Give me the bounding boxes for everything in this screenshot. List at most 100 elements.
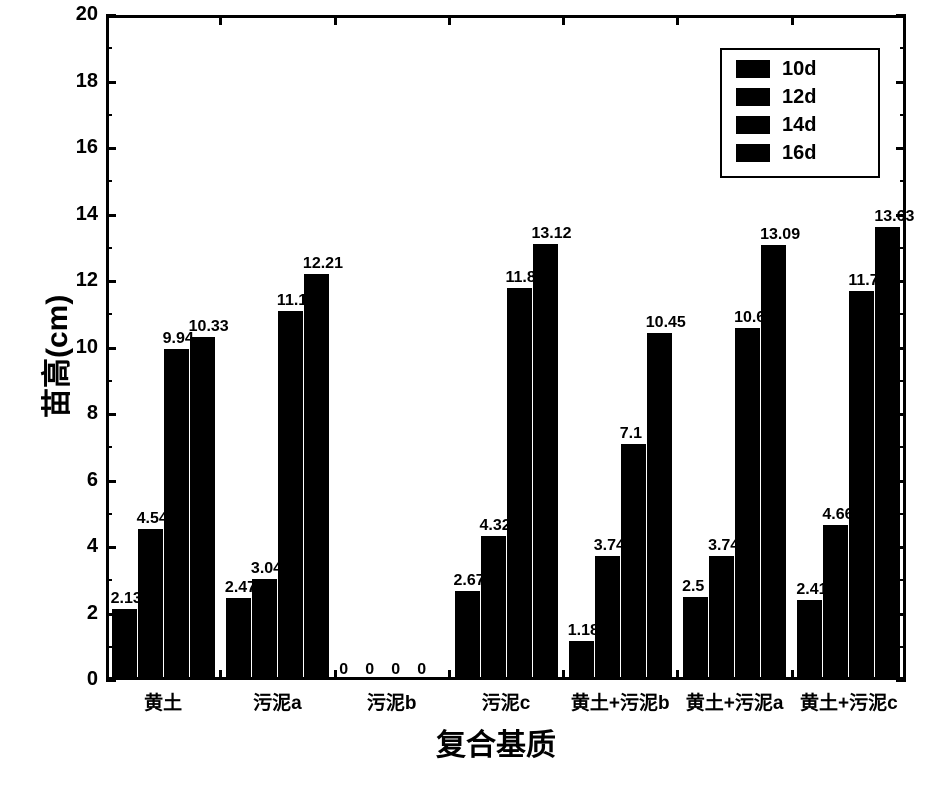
y-major-tick xyxy=(896,147,906,150)
bar xyxy=(112,609,137,680)
bar xyxy=(595,556,620,680)
value-label: 2.47 xyxy=(225,579,256,597)
y-major-tick xyxy=(896,14,906,17)
y-minor-tick xyxy=(900,180,906,182)
x-divider-tick xyxy=(676,15,679,25)
y-tick-label: 14 xyxy=(76,203,98,226)
bar xyxy=(190,337,215,680)
y-major-tick xyxy=(106,347,116,350)
value-label: 4.54 xyxy=(137,510,168,528)
legend-swatch xyxy=(736,88,770,106)
x-divider-tick xyxy=(334,670,337,680)
bar xyxy=(647,333,672,680)
bar xyxy=(621,444,646,680)
x-divider-tick xyxy=(562,15,565,25)
y-tick-label: 18 xyxy=(76,70,98,93)
bar xyxy=(226,598,251,680)
y-minor-tick xyxy=(106,380,112,382)
bar xyxy=(278,311,303,680)
y-minor-tick xyxy=(106,446,112,448)
y-tick-label: 10 xyxy=(76,336,98,359)
y-tick-label: 16 xyxy=(76,136,98,159)
y-minor-tick xyxy=(106,47,112,49)
y-minor-tick xyxy=(106,180,112,182)
x-divider-tick xyxy=(448,15,451,25)
value-label: 4.66 xyxy=(822,506,853,524)
y-tick-label: 4 xyxy=(87,535,98,558)
x-divider-tick xyxy=(219,15,222,25)
y-tick-label: 0 xyxy=(87,668,98,691)
bar xyxy=(849,291,874,680)
y-major-tick xyxy=(106,480,116,483)
bar xyxy=(797,600,822,680)
y-major-tick xyxy=(106,546,116,549)
bar xyxy=(823,525,848,680)
y-axis-title: 苗高(cm) xyxy=(32,294,76,417)
legend: 10d 12d 14d 16d xyxy=(720,48,880,178)
y-minor-tick xyxy=(900,313,906,315)
legend-swatch xyxy=(736,116,770,134)
x-category-label: 污泥c xyxy=(449,688,563,715)
bar xyxy=(304,274,329,680)
y-tick-label: 2 xyxy=(87,602,98,625)
bar xyxy=(735,328,760,680)
x-category-label: 污泥b xyxy=(335,688,449,715)
y-tick-label: 20 xyxy=(76,3,98,26)
value-label: 11.8 xyxy=(506,269,536,287)
value-label: 10.6 xyxy=(734,309,765,327)
value-label: 2.41 xyxy=(796,581,827,599)
x-category-label: 黄土 xyxy=(106,688,220,715)
legend-swatch xyxy=(736,60,770,78)
legend-label: 12d xyxy=(782,86,816,109)
y-major-tick xyxy=(106,147,116,150)
y-minor-tick xyxy=(900,247,906,249)
x-divider-tick xyxy=(219,670,222,680)
y-minor-tick xyxy=(900,579,906,581)
y-major-tick xyxy=(106,81,116,84)
x-divider-tick xyxy=(791,15,794,25)
y-minor-tick xyxy=(900,513,906,515)
y-minor-tick xyxy=(900,47,906,49)
legend-swatch xyxy=(736,144,770,162)
chart-root: 苗高(cm) 复合基质 02468101214161820 黄土污泥a污泥b污泥… xyxy=(0,0,931,788)
x-category-label: 污泥a xyxy=(220,688,334,715)
value-label: 3.74 xyxy=(708,537,739,555)
bar xyxy=(455,591,480,680)
y-minor-tick xyxy=(106,313,112,315)
x-category-label: 黄土+污泥c xyxy=(792,688,906,715)
value-label: 2.13 xyxy=(111,590,142,608)
value-label: 0 xyxy=(339,661,348,679)
y-major-tick xyxy=(106,14,116,17)
x-divider-tick xyxy=(791,670,794,680)
x-category-label: 黄土+污泥b xyxy=(563,688,677,715)
y-minor-tick xyxy=(106,513,112,515)
x-divider-tick xyxy=(334,15,337,25)
value-label: 10.33 xyxy=(189,318,229,336)
value-label: 13.12 xyxy=(532,225,572,243)
bar xyxy=(875,227,900,680)
y-minor-tick xyxy=(900,114,906,116)
y-minor-tick xyxy=(900,446,906,448)
y-major-tick xyxy=(106,214,116,217)
y-tick-label: 6 xyxy=(87,469,98,492)
legend-label: 16d xyxy=(782,142,816,165)
bar xyxy=(709,556,734,680)
bar xyxy=(683,597,708,680)
value-label: 12.21 xyxy=(303,255,343,273)
value-label: 2.67 xyxy=(454,572,485,590)
y-tick-label: 12 xyxy=(76,269,98,292)
y-minor-tick xyxy=(900,380,906,382)
bar xyxy=(533,244,558,680)
y-minor-tick xyxy=(900,646,906,648)
y-major-tick xyxy=(106,280,116,283)
value-label: 10.45 xyxy=(646,314,686,332)
y-minor-tick xyxy=(106,247,112,249)
value-label: 11.7 xyxy=(848,272,878,290)
y-minor-tick xyxy=(106,579,112,581)
value-label: 1.18 xyxy=(568,622,599,640)
value-label: 13.63 xyxy=(874,208,914,226)
legend-label: 10d xyxy=(782,58,816,81)
legend-label: 14d xyxy=(782,114,816,137)
value-label: 0 xyxy=(365,661,374,679)
x-divider-tick xyxy=(676,670,679,680)
